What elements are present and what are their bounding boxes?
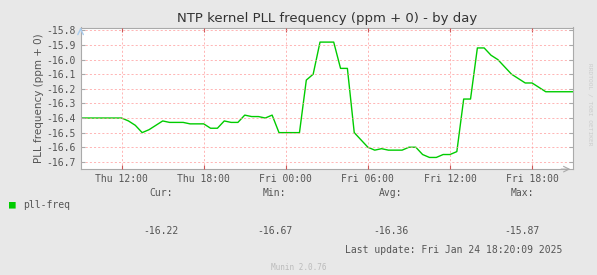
Text: Last update: Fri Jan 24 18:20:09 2025: Last update: Fri Jan 24 18:20:09 2025 (345, 245, 562, 255)
Text: Cur:: Cur: (149, 188, 173, 197)
Text: -16.22: -16.22 (143, 226, 179, 236)
Text: RRDTOOL / TOBI OETIKER: RRDTOOL / TOBI OETIKER (587, 63, 592, 146)
Y-axis label: PLL frequency (ppm + 0): PLL frequency (ppm + 0) (33, 34, 44, 163)
Text: ■: ■ (9, 200, 16, 210)
Text: -15.87: -15.87 (504, 226, 540, 236)
Text: Min:: Min: (263, 188, 287, 197)
Text: -16.67: -16.67 (257, 226, 293, 236)
Text: Max:: Max: (510, 188, 534, 197)
Text: Avg:: Avg: (379, 188, 403, 197)
Text: pll-freq: pll-freq (23, 200, 70, 210)
Text: -16.36: -16.36 (373, 226, 409, 236)
Text: Munin 2.0.76: Munin 2.0.76 (271, 263, 326, 272)
Title: NTP kernel PLL frequency (ppm + 0) - by day: NTP kernel PLL frequency (ppm + 0) - by … (177, 12, 477, 25)
